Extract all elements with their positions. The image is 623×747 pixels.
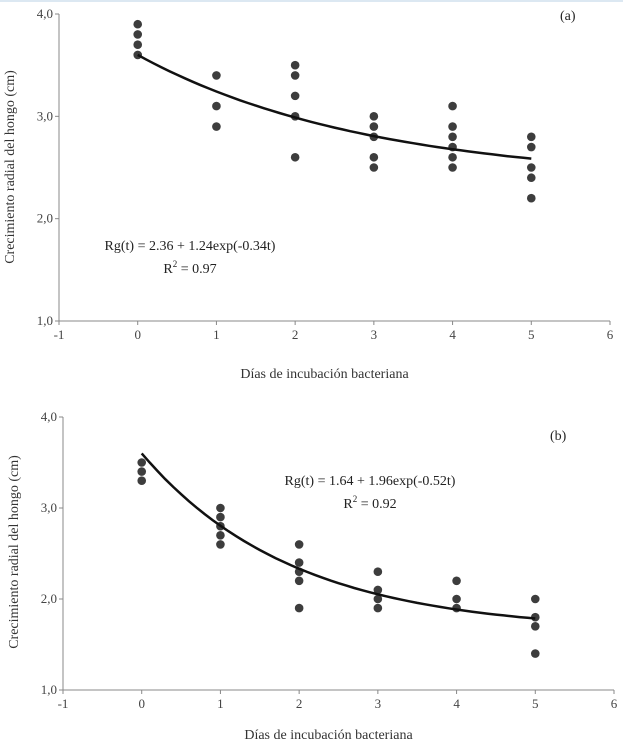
data-point: [212, 71, 221, 80]
x-tick-label: 4: [453, 696, 460, 711]
data-point: [369, 163, 379, 172]
data-point: [373, 585, 383, 595]
x-tick-label: -1: [54, 327, 65, 342]
x-tick-label: 2: [292, 327, 299, 342]
data-point: [369, 112, 379, 121]
data-point: [137, 467, 147, 476]
y-tick-label: 4,0: [37, 6, 53, 21]
data-point: [216, 531, 225, 540]
r-squared-label: R: [163, 262, 173, 277]
data-point: [290, 152, 300, 162]
data-point: [526, 173, 536, 183]
data-point: [294, 603, 304, 613]
data-point: [448, 132, 457, 142]
y-tick-label: 4,0: [41, 409, 57, 424]
fit-equation: Rg(t) = 1.64 + 1.96exp(-0.52t): [285, 474, 456, 489]
fit-equation: Rg(t) = 2.36 + 1.24exp(-0.34t): [105, 239, 276, 254]
r-squared-exponent: 2: [173, 259, 178, 269]
r-squared-value: = 0.92: [357, 497, 396, 512]
data-point: [216, 512, 225, 522]
x-tick-label: 3: [371, 327, 378, 342]
data-point: [216, 503, 225, 513]
data-point: [526, 193, 536, 203]
x-axis-label: Días de incubación bacteriana: [244, 728, 413, 743]
y-tick-label: 2,0: [37, 211, 53, 226]
data-point: [216, 540, 225, 549]
r-squared: R2 = 0.97: [163, 259, 216, 277]
x-tick-label: 5: [528, 327, 535, 342]
panel-label: (b): [550, 429, 567, 444]
data-point: [448, 152, 457, 162]
fit-curve: [137, 53, 532, 160]
r-squared: R2 = 0.92: [343, 494, 396, 512]
data-point: [448, 122, 457, 131]
y-tick-label: 3,0: [41, 500, 57, 515]
x-tick-label: 1: [213, 327, 220, 342]
data-point: [526, 163, 536, 172]
data-point: [452, 576, 461, 586]
y-tick-label: 2,0: [41, 591, 57, 606]
x-tick-label: 1: [217, 696, 224, 711]
y-tick-label: 1,0: [41, 682, 57, 697]
data-point: [373, 594, 383, 604]
panel-label: (a): [560, 9, 576, 24]
data-point: [448, 163, 457, 172]
data-point: [530, 594, 540, 604]
data-point: [137, 476, 147, 486]
x-tick-label: 4: [449, 327, 456, 342]
x-tick-label: 0: [138, 696, 145, 711]
data-point: [530, 622, 540, 631]
y-tick-label: 1,0: [37, 313, 53, 328]
data-point: [369, 152, 379, 162]
y-axis-label: Crecimiento radial del hongo (cm): [7, 455, 22, 649]
data-point: [294, 576, 304, 586]
data-point: [212, 101, 221, 111]
x-tick-label: 2: [296, 696, 303, 711]
data-point: [133, 40, 143, 49]
y-tick-label: 3,0: [37, 108, 53, 123]
x-tick-label: 5: [532, 696, 539, 711]
data-point: [137, 458, 147, 467]
data-point: [526, 132, 536, 142]
fit-curve: [140, 452, 536, 620]
x-tick-label: 3: [375, 696, 382, 711]
x-tick-label: 6: [607, 327, 614, 342]
y-axis-label: Crecimiento radial del hongo (cm): [3, 70, 18, 264]
data-point: [448, 101, 457, 111]
data-point: [526, 142, 536, 152]
x-tick-label: 0: [134, 327, 141, 342]
r-squared-label: R: [343, 497, 353, 512]
data-point: [452, 594, 461, 604]
x-axis-label: Días de incubación bacteriana: [240, 367, 409, 382]
x-tick-label: -1: [58, 696, 69, 711]
r-squared-value: = 0.97: [177, 262, 216, 277]
data-point: [133, 30, 143, 39]
chart-panel-a: 1,0 2,0 3,0 4,0 -1 0 1 2 3 4 5 6 Días de incubación …: [3, 6, 614, 382]
data-point: [290, 91, 300, 101]
r-squared-exponent: 2: [353, 494, 358, 504]
x-tick-label: 6: [611, 696, 618, 711]
data-point: [369, 122, 379, 131]
data-point: [290, 60, 300, 70]
data-point: [373, 603, 383, 613]
data-point: [294, 540, 304, 549]
data-point: [290, 71, 300, 80]
data-point: [530, 649, 540, 658]
data-point: [294, 558, 304, 567]
data-point: [373, 567, 383, 576]
data-point: [212, 122, 221, 131]
data-point: [133, 19, 143, 29]
chart-panel-b: 1,0 2,0 3,0 4,0 -1 0 1 2 3 4 5 6 Días de incubación …: [7, 409, 618, 743]
